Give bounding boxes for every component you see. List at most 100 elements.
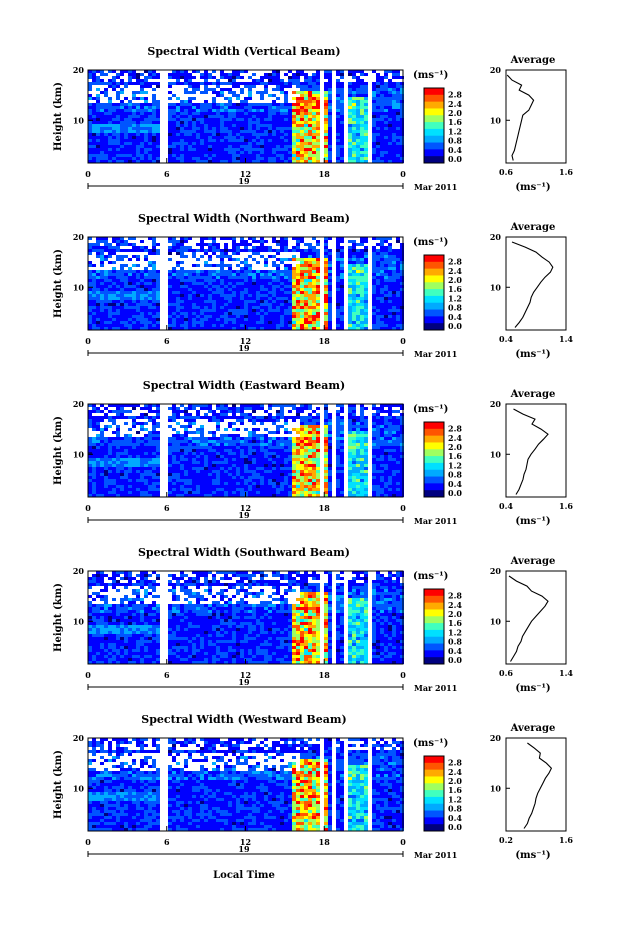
heatmap-cell [216, 467, 220, 470]
heatmap-cell [120, 410, 124, 413]
heatmap-cell [212, 446, 216, 449]
heatmap-cell [196, 416, 200, 419]
heatmap-cell [208, 461, 212, 464]
heatmap-cell [228, 82, 232, 85]
heatmap-cell [132, 136, 136, 139]
heatmap-cell [244, 291, 248, 294]
heatmap-cell [104, 491, 108, 494]
heatmap-cell [284, 297, 288, 300]
heatmap-cell [400, 157, 404, 160]
heatmap-cell [248, 82, 252, 85]
heatmap-cell [328, 255, 332, 258]
heatmap-cell [276, 285, 280, 288]
heatmap-cell [296, 109, 300, 112]
heatmap-cell [284, 246, 288, 249]
heatmap-cell [208, 249, 212, 252]
heatmap-cell [120, 449, 124, 452]
heatmap-cell [336, 306, 340, 309]
heatmap-cell [152, 130, 156, 133]
heatmap-cell [224, 246, 228, 249]
heatmap-cell [100, 419, 104, 422]
heatmap-cell [220, 297, 224, 300]
heatmap-cell [184, 73, 188, 76]
heatmap-cell [348, 246, 352, 249]
heatmap-cell [316, 318, 320, 321]
heatmap-cell [304, 264, 308, 267]
heatmap-cell [340, 136, 344, 139]
heatmap-cell [96, 243, 100, 246]
heatmap-cell [172, 494, 176, 497]
heatmap-cell [348, 127, 352, 130]
heatmap-cell [156, 139, 160, 142]
heatmap-cell [140, 324, 144, 327]
heatmap-cell [392, 327, 396, 330]
heatmap-cell [352, 76, 356, 79]
heatmap-cell [340, 94, 344, 97]
heatmap-cell [376, 273, 380, 276]
heatmap-cell [384, 106, 388, 109]
heatmap-cell [216, 139, 220, 142]
heatmap-cell [292, 121, 296, 124]
heatmap-cell [348, 94, 352, 97]
heatmap-cell [264, 154, 268, 157]
heatmap-cell [112, 267, 116, 270]
heatmap-cell [116, 407, 120, 410]
heatmap-cell [92, 419, 96, 422]
heatmap-cell [336, 85, 340, 88]
heatmap-cell [340, 261, 344, 264]
heatmap-cell [176, 139, 180, 142]
heatmap-cell [128, 461, 132, 464]
heatmap-cell [340, 121, 344, 124]
heatmap-cell [172, 294, 176, 297]
heatmap-cell [136, 157, 140, 160]
heatmap-cell [264, 264, 268, 267]
heatmap-cell [356, 133, 360, 136]
heatmap-cell [248, 112, 252, 115]
heatmap-cell [232, 249, 236, 252]
heatmap-cell [256, 142, 260, 145]
heatmap-cell [208, 494, 212, 497]
heatmap-cell [324, 258, 328, 261]
heatmap-cell [348, 294, 352, 297]
heatmap-cell [192, 103, 196, 106]
heatmap-cell [376, 139, 380, 142]
heatmap-cell [380, 127, 384, 130]
heatmap-cell [252, 148, 256, 151]
heatmap-cell [140, 139, 144, 142]
heatmap-cell [248, 249, 252, 252]
heatmap-cell [112, 118, 116, 121]
heatmap-cell [268, 288, 272, 291]
heatmap-cell [208, 303, 212, 306]
heatmap-cell [372, 112, 376, 115]
heatmap-cell [132, 246, 136, 249]
heatmap-cell [116, 428, 120, 431]
heatmap-cell [104, 476, 108, 479]
heatmap-cell [184, 452, 188, 455]
heatmap-cell [392, 109, 396, 112]
heatmap-cell [304, 151, 308, 154]
heatmap-cell [372, 133, 376, 136]
heatmap-cell [204, 88, 208, 91]
heatmap-cell [88, 437, 92, 440]
heatmap-cell [136, 443, 140, 446]
heatmap-cell [208, 318, 212, 321]
heatmap-cell [172, 267, 176, 270]
heatmap-cell [336, 97, 340, 100]
heatmap-cell [152, 249, 156, 252]
heatmap-cell [204, 446, 208, 449]
heatmap-cell [364, 267, 368, 270]
x-tick-label: 18 [319, 336, 331, 346]
heatmap-cell [268, 255, 272, 258]
heatmap-cell [352, 294, 356, 297]
heatmap-cell [172, 479, 176, 482]
heatmap-cell [200, 76, 204, 79]
heatmap-cell [376, 303, 380, 306]
heatmap-cell [392, 112, 396, 115]
heatmap-cell [140, 315, 144, 318]
heatmap-cell [364, 151, 368, 154]
heatmap-cell [300, 121, 304, 124]
heatmap-cell [116, 431, 120, 434]
heatmap-cell [384, 273, 388, 276]
heatmap-cell [228, 327, 232, 330]
heatmap-cell [392, 136, 396, 139]
